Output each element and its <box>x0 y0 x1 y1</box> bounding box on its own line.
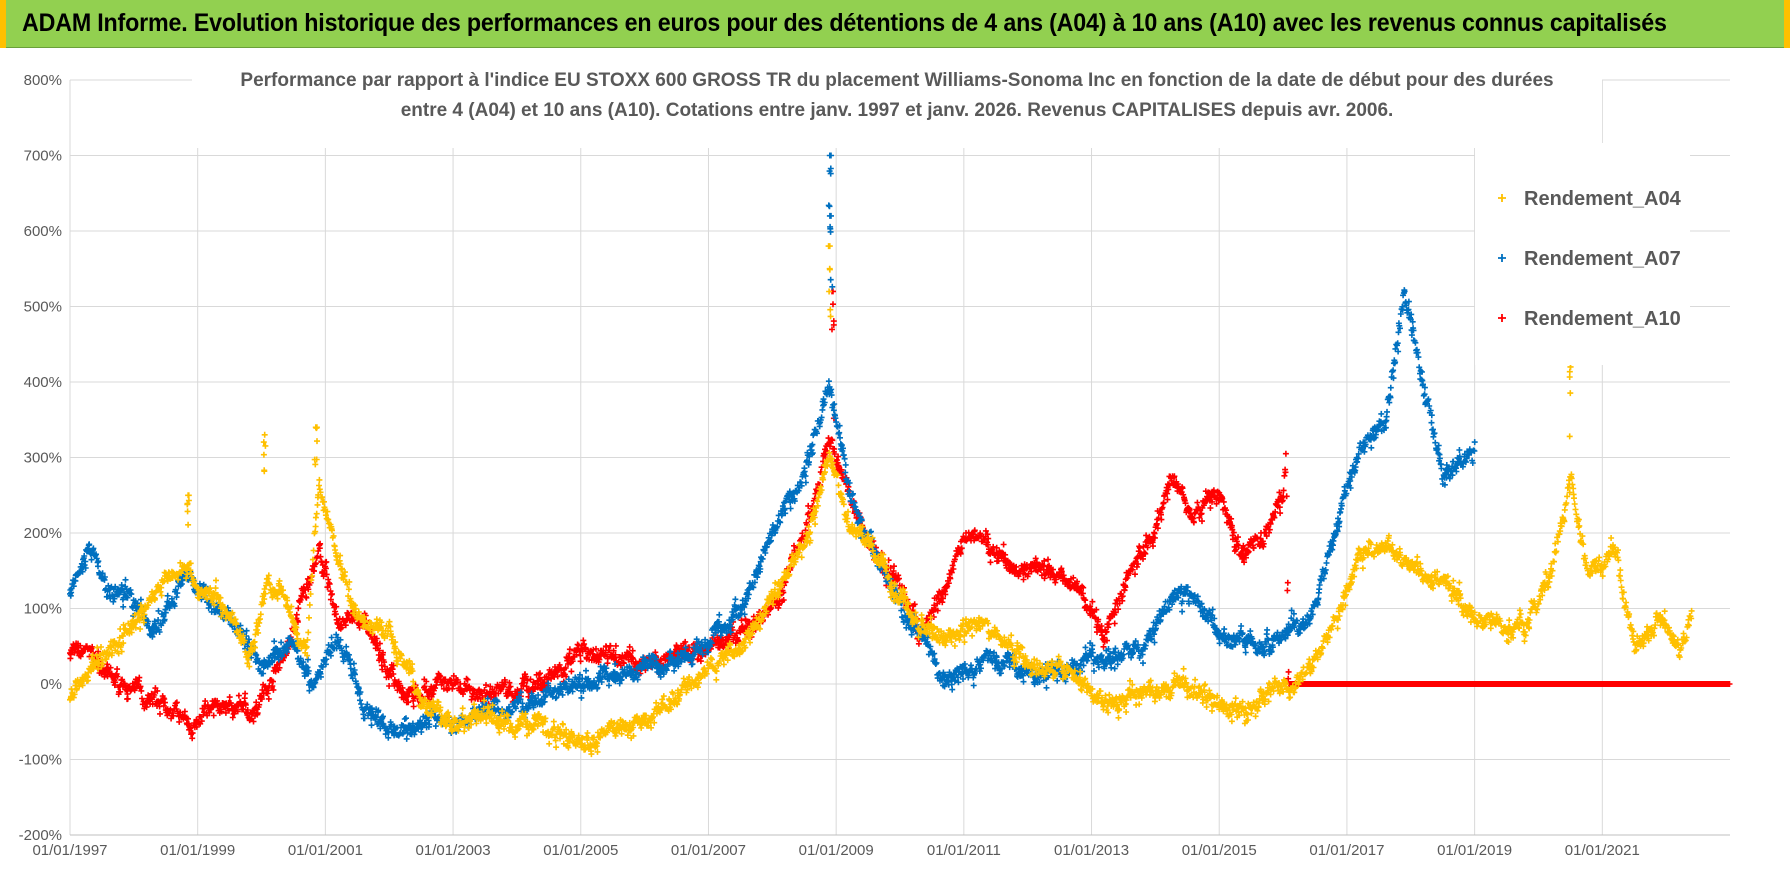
legend-label: Rendement_A10 <box>1524 308 1681 330</box>
legend-label: Rendement_A04 <box>1524 188 1682 210</box>
x-tick-label: 01/01/2003 <box>416 842 491 859</box>
legend-label: Rendement_A07 <box>1524 248 1681 270</box>
chart-title-line1: Performance par rapport à l'indice EU ST… <box>240 70 1553 91</box>
y-tick-label: 0% <box>40 676 62 693</box>
y-tick-label: 700% <box>24 148 62 165</box>
banner-title: ADAM Informe. Evolution historique des p… <box>22 9 1667 37</box>
banner-corner-right <box>1784 0 1790 48</box>
x-tick-label: 01/01/2005 <box>543 842 618 859</box>
x-tick-label: 01/01/2015 <box>1182 842 1257 859</box>
x-tick-label: 01/01/2019 <box>1437 842 1512 859</box>
series-Rendement_A04 <box>67 243 1695 758</box>
legend-background <box>1475 143 1690 365</box>
performance-chart: -200% -100% 0% 100% 200% 300% 400% 500% 600% 700%… <box>19 66 1733 859</box>
x-tick-label: 01/01/2013 <box>1054 842 1129 859</box>
title-background <box>192 66 1602 148</box>
x-tick-label: 01/01/2017 <box>1309 842 1384 859</box>
legend-marker <box>1498 194 1506 202</box>
y-tick-label: -100% <box>19 752 62 769</box>
axis-layer: -200% -100% 0% 100% 200% 300% 400% 500% 600% 700%… <box>19 72 1730 859</box>
header-banner: ADAM Informe. Evolution historique des p… <box>0 0 1790 48</box>
y-tick-label: -200% <box>19 827 62 844</box>
series-Rendement_A07 <box>67 152 1478 742</box>
y-tick-label: 500% <box>24 299 62 316</box>
y-tick-label: 100% <box>24 601 62 618</box>
y-tick-label: 800% <box>24 72 62 89</box>
y-tick-label: 400% <box>24 374 62 391</box>
banner-corner-left <box>0 0 6 48</box>
y-tick-label: 600% <box>24 223 62 240</box>
x-tick-label: 01/01/2011 <box>927 842 1001 859</box>
legend-marker <box>1498 314 1506 322</box>
chart-title-line2: entre 4 (A04) et 10 ans (A10). Cotations… <box>401 100 1394 121</box>
y-tick-label: 300% <box>24 450 62 467</box>
series-marks <box>67 152 1478 742</box>
legend-marker <box>1498 254 1506 262</box>
series-marks <box>67 243 1695 758</box>
legend: Rendement_A04 Rendement_A07 Rendement_A10 <box>1475 143 1690 365</box>
y-tick-label: 200% <box>24 525 62 542</box>
x-tick-label: 01/01/1997 <box>32 842 107 859</box>
x-tick-label: 01/01/2001 <box>288 842 363 859</box>
x-tick-label: 01/01/2021 <box>1565 842 1640 859</box>
x-tick-label: 01/01/1999 <box>160 842 235 859</box>
x-tick-label: 01/01/2007 <box>671 842 746 859</box>
x-tick-label: 01/01/2009 <box>799 842 874 859</box>
series-layer <box>67 152 1733 758</box>
